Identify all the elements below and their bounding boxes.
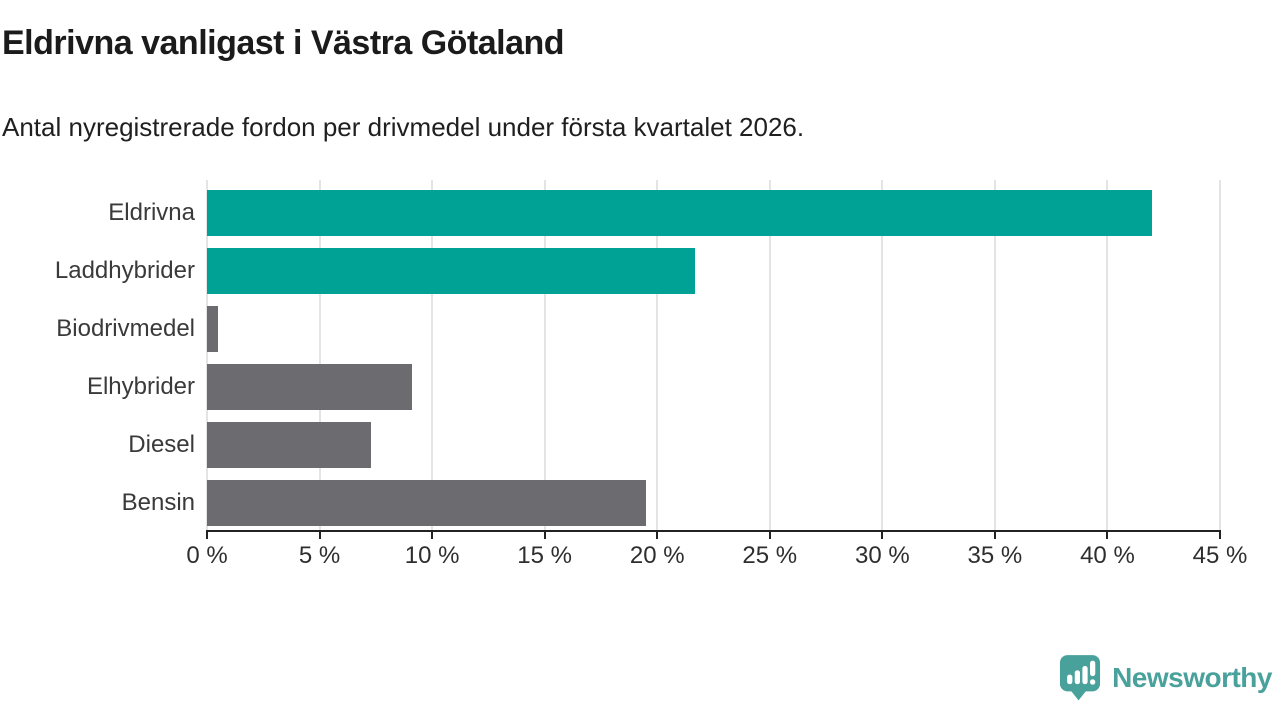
x-tick-label-0: 0 % [186,542,228,569]
bar-diesel [207,422,372,468]
gridline-40 [1106,180,1109,530]
y-label-eldrivna: Eldrivna [108,199,195,226]
x-tick-label-45: 45 % [1192,542,1248,569]
gridline-15 [543,180,546,530]
y-label-diesel: Diesel [128,431,195,458]
gridline-45 [1219,180,1221,530]
x-axis-line [207,530,1220,532]
y-label-biodrivmedel: Biodrivmedel [56,315,195,342]
x-tick-0 [206,530,208,539]
gridline-0 [206,180,208,530]
x-tick-label-5: 5 % [298,542,341,569]
x-tick-label-30: 30 % [854,542,910,569]
newsworthy-icon [1059,654,1101,701]
x-tick-5 [318,530,321,539]
x-tick-label-35: 35 % [967,542,1023,569]
newsworthy-logo[interactable]: Newsworthy [1059,654,1272,701]
y-label-elhybrider: Elhybrider [86,373,195,400]
bar-biodrivmedel [207,306,219,352]
x-tick-25 [768,530,771,539]
x-tick-label-25: 25 % [742,542,798,569]
bar-elhybrider [207,364,412,410]
y-label-bensin: Bensin [121,489,195,516]
page-title: Eldrivna vanligast i Västra Götaland [2,24,565,62]
x-tick-30 [881,530,884,539]
gridline-10 [431,180,434,530]
gridline-25 [768,180,771,530]
x-tick-35 [993,530,996,539]
bar-laddhybrider [207,248,696,294]
bar-bensin [207,480,646,526]
plot-area: 0 % 5 % 10 % 15 % 20 % 25 % 30 % 35 % 40 % 45 % [186,180,1247,569]
x-tick-15 [543,530,546,539]
x-tick-label-40: 40 % [1080,542,1135,569]
chart-subtitle: Antal nyregistrerade fordon per drivmede… [2,112,805,142]
x-tick-45 [1219,530,1221,539]
newsworthy-wordmark: Newsworthy [1112,661,1272,693]
bar-eldrivna [207,190,1153,236]
gridline-35 [993,180,996,530]
y-label-laddhybrider: Laddhybrider [54,257,195,284]
gridline-30 [881,180,884,530]
x-tick-label-20: 20 % [629,542,685,569]
x-tick-label-10: 10 % [404,542,460,569]
x-tick-label-15: 15 % [517,542,572,569]
x-tick-20 [656,530,659,539]
y-axis-labels: Eldrivna Laddhybrider Biodrivmedel Elhybrid… [0,180,195,530]
gridline-5 [318,180,321,530]
x-tick-40 [1106,530,1109,539]
x-tick-10 [431,530,434,539]
gridline-20 [656,180,659,530]
